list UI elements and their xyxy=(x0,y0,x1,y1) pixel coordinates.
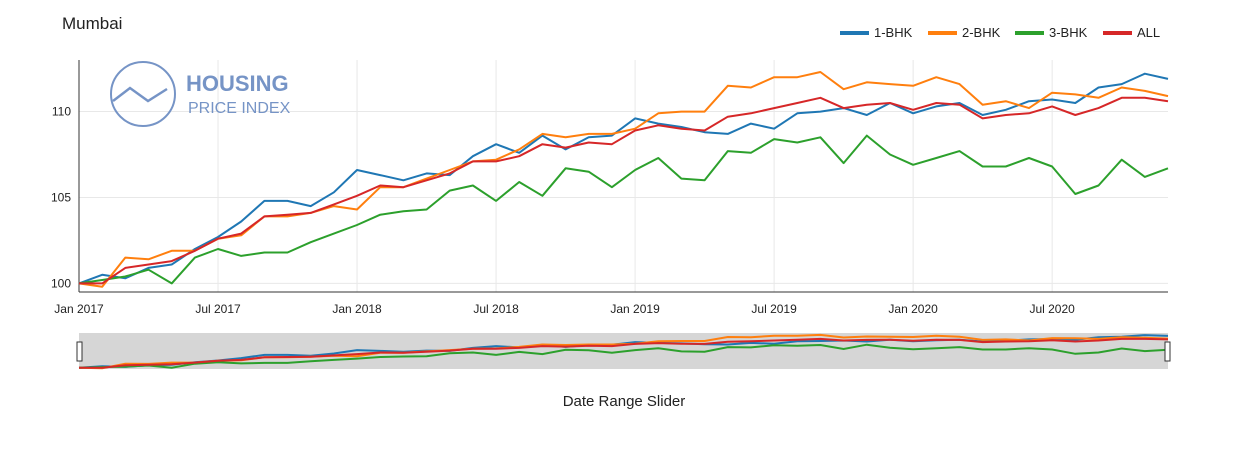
legend-label: 3-BHK xyxy=(1049,25,1088,40)
logo-trend-icon xyxy=(112,86,168,103)
x-tick-label: Jul 2018 xyxy=(473,302,519,316)
slider-line-3-bhk xyxy=(78,343,1169,369)
x-tick-label: Jan 2017 xyxy=(54,302,104,316)
slider-mini-lines xyxy=(78,333,1169,370)
x-tick-label: Jul 2019 xyxy=(751,302,797,316)
legend-item-2-bhk[interactable]: 2-BHK xyxy=(928,25,1001,40)
x-tick-label: Jan 2019 xyxy=(610,302,660,316)
logo: HOUSING PRICE INDEX xyxy=(110,61,291,127)
y-tick-label: 100 xyxy=(51,276,71,290)
legend-item-1-bhk[interactable]: 1-BHK xyxy=(840,25,913,40)
chart-title: Mumbai xyxy=(62,14,122,33)
series-lines[interactable] xyxy=(78,71,1169,288)
legend-label: 1-BHK xyxy=(874,25,913,40)
slider-line-all xyxy=(79,337,1169,369)
slider-caption: Date Range Slider xyxy=(563,393,686,410)
legend-label: ALL xyxy=(1137,25,1160,40)
slider-handle-left[interactable] xyxy=(76,341,83,362)
y-tick-label: 110 xyxy=(52,105,71,119)
x-tick-label: Jan 2018 xyxy=(332,302,382,316)
slider-handle-right[interactable] xyxy=(1164,341,1171,362)
x-tick-label: Jul 2020 xyxy=(1029,302,1075,316)
legend-item-all[interactable]: ALL xyxy=(1103,25,1160,40)
logo-subtitle: PRICE INDEX xyxy=(188,100,291,117)
x-tick-label: Jan 2020 xyxy=(888,302,938,316)
y-tick-label: 105 xyxy=(51,190,71,204)
x-tick-label: Jul 2017 xyxy=(195,302,241,316)
series-line-3-bhk[interactable] xyxy=(78,134,1169,285)
legend-label: 2-BHK xyxy=(962,25,1001,40)
series-line-all[interactable] xyxy=(79,96,1169,285)
axes: Jan 2017 Jul 2017 Jan 2018 Jul 2018 Jan 2019… xyxy=(51,60,1168,316)
series-line-1-bhk[interactable] xyxy=(78,72,1169,285)
date-range-slider[interactable] xyxy=(76,333,1171,370)
legend[interactable]: 1-BHK 2-BHK 3-BHK ALL xyxy=(840,25,1160,40)
logo-title: HOUSING xyxy=(186,71,289,96)
logo-circle xyxy=(110,61,176,127)
legend-item-3-bhk[interactable]: 3-BHK xyxy=(1015,25,1088,40)
